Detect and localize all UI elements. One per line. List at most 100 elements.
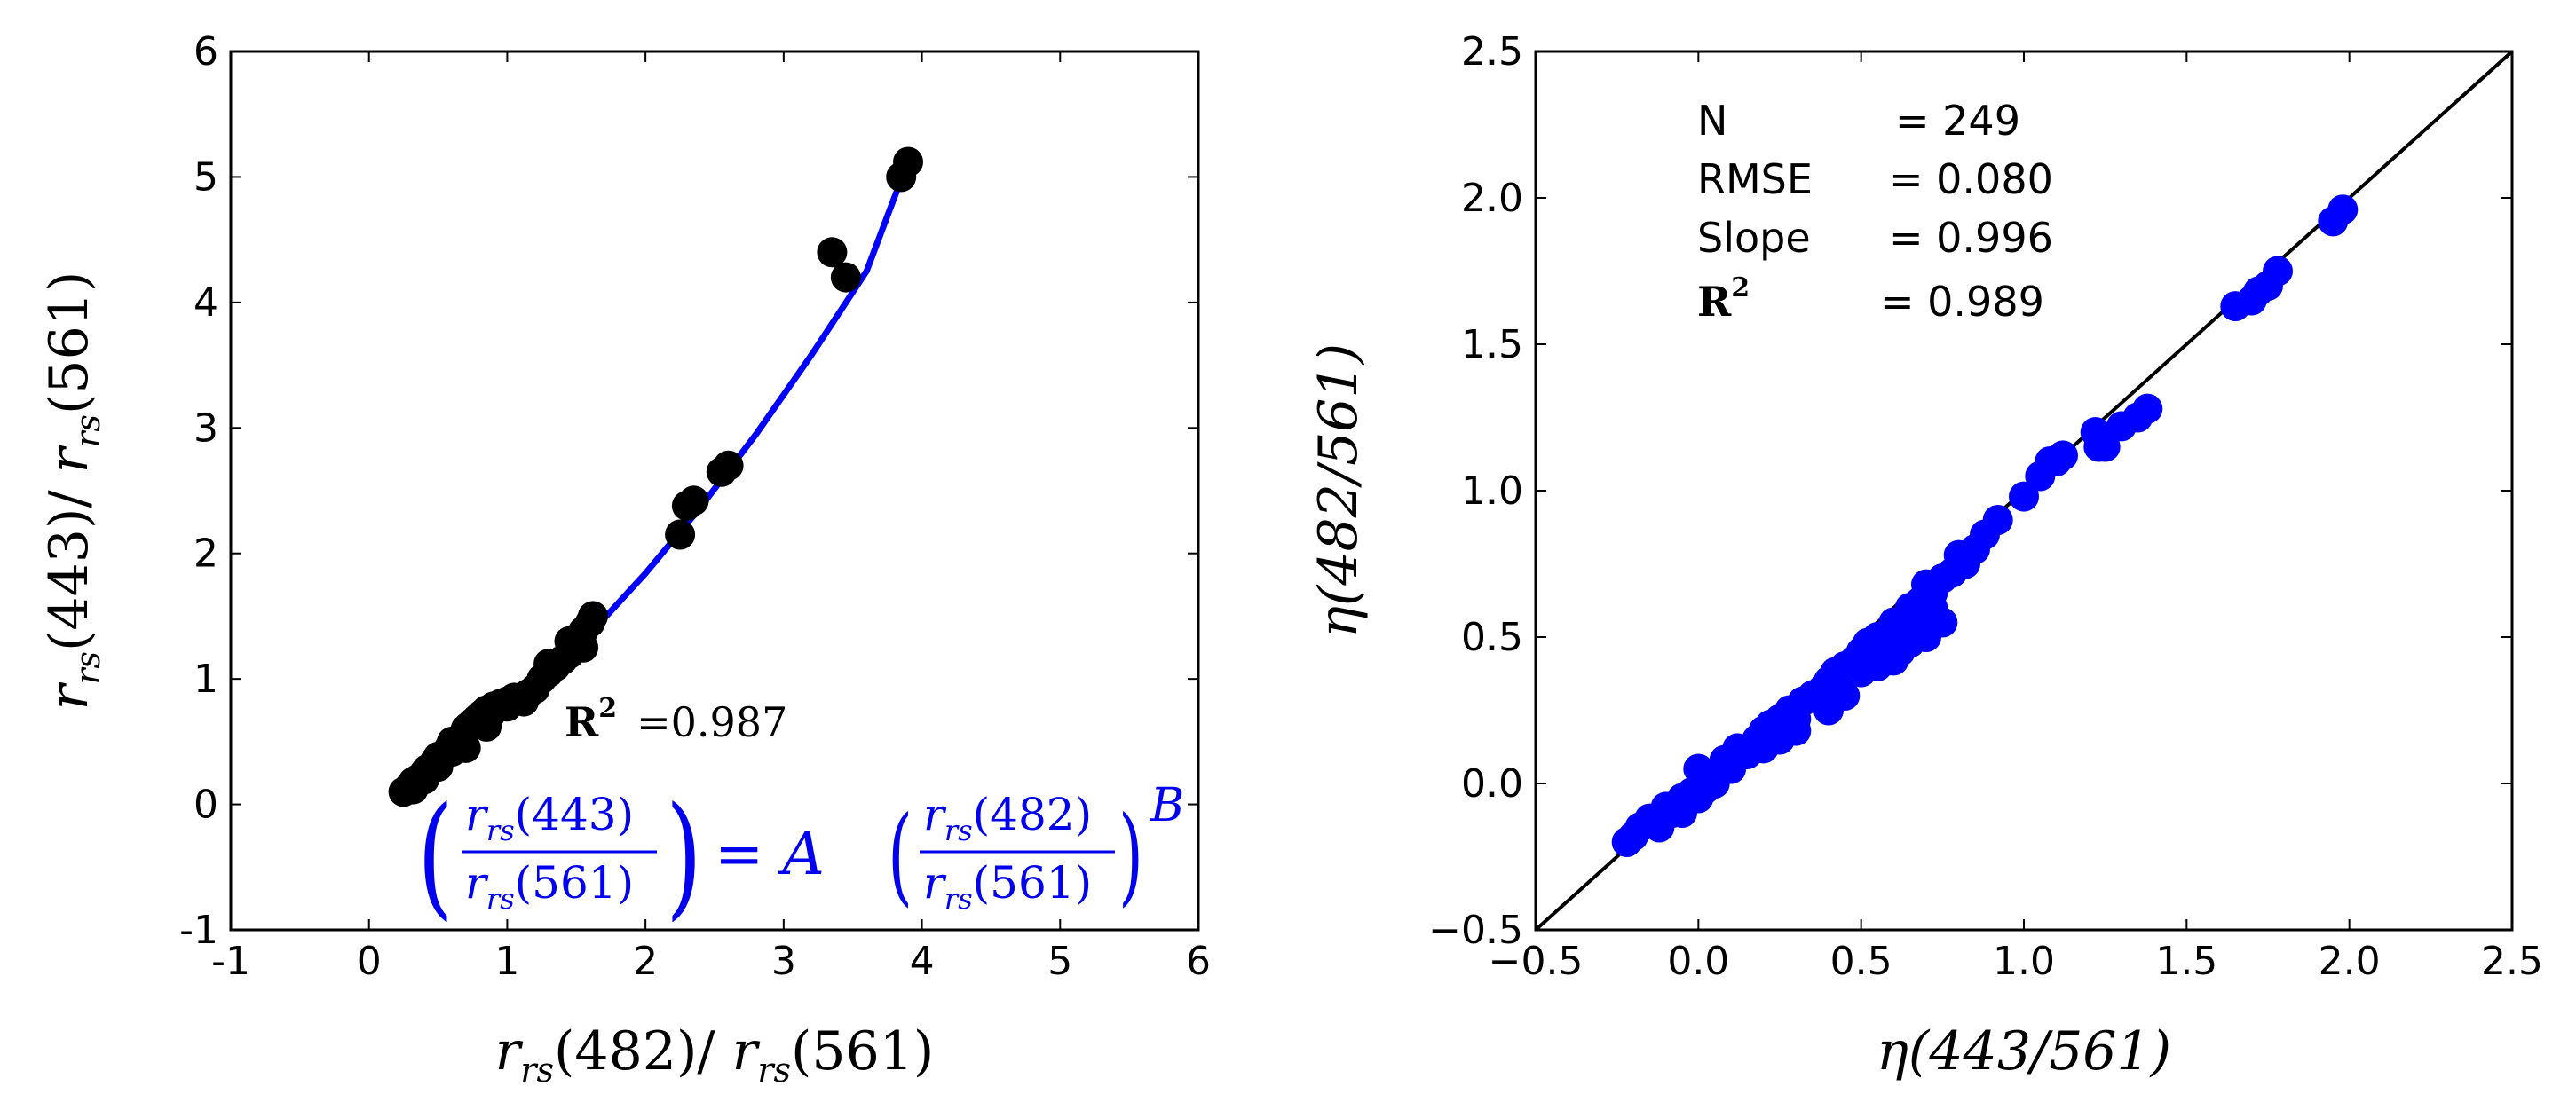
left-y-axis-label: rrs(443)/ rrs(561) [38, 272, 107, 711]
left-ylabel-den: (561) [38, 272, 100, 414]
x-tick-label: −0.5 [1489, 939, 1584, 984]
right-scatter-chart: −0.5 0.0 0.5 1.0 1.5 2.0 2.5 −0.5 0.0 0.5 1.0 1.5 2.… [1308, 29, 2543, 1082]
eq-lhs-den-r: r [465, 857, 489, 909]
x-tick-label: 6 [1186, 939, 1211, 984]
data-point [2132, 393, 2163, 424]
x-tick-label: 2.0 [2319, 939, 2381, 984]
eq-lhs-num-sub: rs [486, 814, 515, 847]
left-xlabel-sub: rs [520, 1051, 554, 1090]
data-point [2263, 256, 2293, 287]
eq-rhs-den-r: r [923, 857, 947, 909]
right-stats-block: N = 249 RMSE = 0.080 Slope = 0.996 R2 = … [1697, 97, 2053, 326]
data-point [1765, 724, 1795, 755]
data-point [509, 686, 540, 717]
stat-r2-r: R [1697, 278, 1732, 326]
left-r2-sup: 2 [598, 693, 617, 724]
data-point [2009, 481, 2039, 512]
right-points-layer [1611, 194, 2359, 857]
data-point [437, 736, 468, 768]
y-tick-label: 6 [194, 29, 218, 75]
y-tick-label: 0 [194, 783, 218, 828]
data-point [1982, 505, 2013, 535]
stat-n-value: = 249 [1895, 97, 2020, 145]
data-point [1917, 593, 1948, 623]
y-tick-label: 0.0 [1461, 761, 1523, 807]
left-x-axis-label: rrs(482)/ rrs(561) [495, 1020, 935, 1090]
left-ylabel-r: r [38, 681, 100, 710]
data-point [1667, 798, 1697, 828]
left-r2-annotation: R2 =0.987 [565, 693, 787, 746]
x-tick-label: 1.0 [1993, 939, 2055, 984]
data-point [2083, 431, 2114, 462]
data-point [2327, 194, 2359, 225]
y-tick-label: -1 [179, 908, 218, 953]
stat-rmse-label: RMSE [1697, 155, 1813, 203]
eq-lparen-outer: ( [417, 778, 454, 933]
left-ylabel-r2: r [38, 445, 100, 473]
x-tick-label: 0.0 [1667, 939, 1729, 984]
x-tick-label: 5 [1047, 939, 1072, 984]
left-fit-curve-layer [429, 178, 905, 774]
stat-r2-value: = 0.989 [1880, 278, 2044, 326]
eq-lhs-num-r: r [465, 789, 489, 840]
x-tick-label: 1 [494, 939, 519, 984]
right-x-axis-label: η(443/561) [1877, 1020, 2171, 1082]
stat-slope-label: Slope [1697, 214, 1811, 262]
left-xlabel-den: (561) [791, 1020, 934, 1082]
data-point [578, 601, 608, 632]
data-point [830, 262, 861, 293]
left-fit-equation: ( rrs(443) rrs(561) ) = A ( rrs(482) rrs… [417, 778, 1184, 933]
y-tick-label: 1.5 [1461, 322, 1523, 367]
data-point [893, 146, 923, 177]
data-point [817, 237, 848, 268]
data-point [2243, 276, 2273, 307]
data-point [1716, 753, 1746, 784]
data-point [1872, 645, 1902, 676]
y-tick-label: 2.5 [1461, 29, 1523, 75]
eq-lhs-den-val: (561) [515, 857, 634, 909]
data-point [568, 632, 599, 663]
y-tick-label: 2 [194, 531, 218, 577]
data-point [1813, 695, 1844, 726]
stat-slope-value: = 0.996 [1889, 214, 2053, 262]
left-xlabel-sub2: rs [757, 1051, 791, 1090]
left-xlabel-r: r [495, 1020, 524, 1082]
left-xlabel-r2: r [732, 1020, 761, 1082]
x-tick-label: 1.5 [2155, 939, 2217, 984]
eq-rparen-outer: ) [666, 778, 702, 933]
data-point [713, 450, 744, 481]
y-tick-label: 1.0 [1461, 468, 1523, 514]
data-point [678, 485, 709, 516]
y-tick-label: −0.5 [1428, 908, 1523, 953]
x-tick-label: 3 [771, 939, 796, 984]
left-axis-ticks: -1 0 1 2 3 4 5 6 -1 0 1 2 3 4 5 6 [179, 29, 1211, 984]
eq-lhs-num: rrs(443) [465, 789, 634, 847]
x-tick-label: 2 [633, 939, 658, 984]
eq-equals-a: = A [715, 820, 825, 888]
y-tick-label: 0.5 [1461, 615, 1523, 660]
left-plot-frame [229, 50, 1200, 932]
y-tick-label: 2.0 [1461, 176, 1523, 221]
eq-lparen-inner: ( [888, 794, 913, 917]
left-ylabel-sub2: rs [68, 414, 107, 448]
x-tick-label: 0.5 [1830, 939, 1892, 984]
y-tick-label: 3 [194, 405, 218, 451]
eq-exponent: B [1150, 779, 1184, 832]
left-r2-label: R [565, 698, 599, 746]
eq-rhs-num-val: (482) [973, 789, 1092, 840]
eq-rhs-num-sub: rs [944, 814, 973, 847]
eq-rhs-den: rrs(561) [923, 857, 1092, 916]
stat-rmse-value: = 0.080 [1889, 155, 2053, 203]
fit-curve [429, 178, 905, 774]
eq-rhs-num-r: r [923, 789, 947, 840]
eq-lhs-den-sub: rs [486, 882, 515, 916]
x-tick-label: 2.5 [2481, 939, 2543, 984]
data-point [533, 649, 565, 680]
y-tick-label: 5 [194, 154, 218, 200]
x-tick-label: 4 [910, 939, 935, 984]
y-tick-label: 1 [194, 657, 218, 702]
stat-r2-label: R2 [1697, 272, 1750, 326]
left-r2-value: =0.987 [636, 698, 787, 746]
